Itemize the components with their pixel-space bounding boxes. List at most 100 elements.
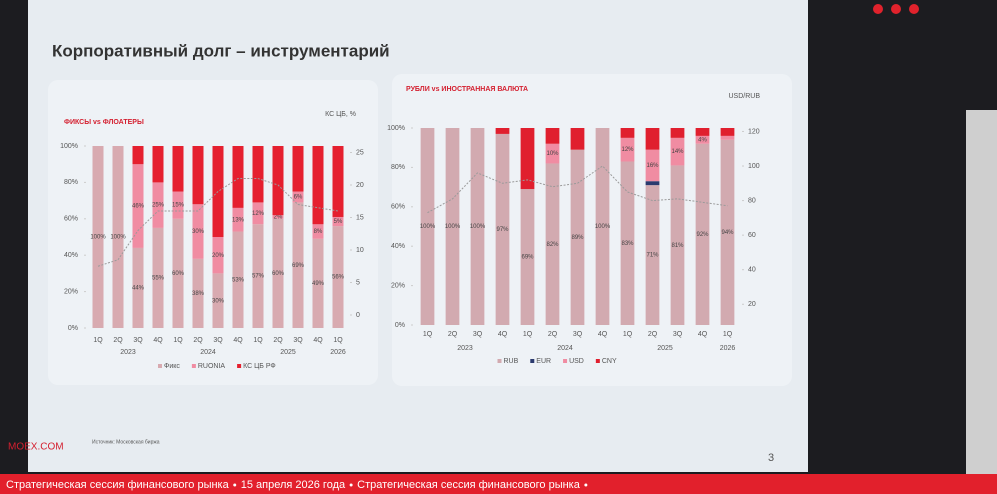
dot bbox=[873, 4, 883, 14]
year-label: 2025 bbox=[657, 345, 673, 352]
y-tick-label: 0% bbox=[395, 322, 405, 329]
data-label: 14% bbox=[671, 149, 684, 155]
ticker-bar bbox=[0, 474, 997, 494]
bar-segment bbox=[620, 161, 635, 325]
legend-swatch bbox=[191, 364, 196, 368]
legend-swatch bbox=[530, 359, 535, 363]
y-tick-label: 80% bbox=[391, 164, 405, 171]
legend-label: USD bbox=[569, 358, 584, 365]
bar-segment bbox=[212, 273, 224, 328]
y2-tick-label: 25 bbox=[356, 149, 364, 156]
x-tick-label: 1Q bbox=[93, 337, 103, 344]
y2-tick-label: 80 bbox=[748, 197, 756, 204]
legend-swatch bbox=[237, 364, 242, 368]
bar-segment bbox=[212, 237, 224, 274]
data-label: 16% bbox=[646, 163, 659, 169]
bar-segment bbox=[520, 189, 535, 325]
data-label: 12% bbox=[252, 211, 265, 217]
x-tick-label: 3Q bbox=[473, 331, 483, 338]
bar-segment bbox=[232, 231, 244, 328]
bar-segment bbox=[172, 146, 184, 192]
bar-segment bbox=[645, 185, 660, 325]
data-label: 100% bbox=[470, 224, 486, 230]
legend-swatch bbox=[497, 359, 502, 363]
bar-segment bbox=[132, 247, 144, 328]
bar-segment bbox=[470, 128, 485, 325]
y-tick-label: 80% bbox=[64, 179, 78, 186]
slide-title: Корпоративный долг – инструментарий bbox=[52, 41, 390, 60]
y-tick-label: 20% bbox=[391, 282, 405, 289]
data-label: 100% bbox=[595, 224, 611, 230]
bar-segment bbox=[520, 128, 535, 190]
x-tick-label: 1Q bbox=[723, 331, 733, 338]
line bbox=[427, 165, 728, 214]
bar-segment bbox=[420, 128, 435, 325]
data-label: 5% bbox=[334, 219, 343, 225]
bar-segment bbox=[670, 128, 685, 138]
data-label: 100% bbox=[445, 224, 461, 230]
y2-tick-label: 120 bbox=[748, 128, 760, 135]
chart-title: ФИКСЫ vs ФЛОАТЕРЫ bbox=[64, 119, 144, 126]
x-tick-label: 2Q bbox=[648, 331, 658, 338]
y2-tick-label: 15 bbox=[356, 214, 364, 221]
y-tick-label: 0% bbox=[68, 325, 78, 332]
data-label: 81% bbox=[671, 243, 684, 249]
bar-segment bbox=[292, 202, 304, 328]
legend-swatch bbox=[158, 364, 162, 368]
dot bbox=[909, 4, 919, 14]
y2-tick-label: 10 bbox=[356, 247, 364, 254]
x-tick-label: 2Q bbox=[448, 331, 458, 338]
bar-segment bbox=[192, 146, 204, 205]
bar-segment bbox=[445, 128, 460, 325]
bar-segment bbox=[292, 191, 304, 203]
data-label: 46% bbox=[132, 204, 145, 210]
bar-segment bbox=[670, 137, 685, 166]
bar-segment bbox=[720, 128, 735, 136]
legend-swatch bbox=[563, 359, 568, 363]
x-tick-label: 2Q bbox=[113, 337, 123, 344]
bar-segment bbox=[152, 182, 164, 228]
data-label: 6% bbox=[294, 195, 303, 201]
data-label: 30% bbox=[192, 229, 205, 235]
data-label: 4% bbox=[698, 137, 707, 143]
separator bbox=[584, 483, 588, 487]
year-label: 2026 bbox=[720, 345, 736, 352]
ticker-item: Стратегическая сессия финансового рынка bbox=[357, 479, 581, 491]
x-tick-label: 2Q bbox=[193, 337, 203, 344]
bar-segment bbox=[332, 146, 344, 217]
bar-segment bbox=[172, 191, 184, 219]
data-label: 100% bbox=[90, 235, 106, 241]
data-label: 97% bbox=[496, 227, 509, 233]
bar-segment bbox=[695, 143, 710, 325]
data-label: 8% bbox=[314, 229, 323, 235]
data-label: 56% bbox=[332, 275, 345, 281]
y2-tick-label: 20 bbox=[356, 182, 364, 189]
data-label: 12% bbox=[621, 147, 634, 153]
dot bbox=[891, 4, 901, 14]
separator bbox=[349, 483, 353, 487]
bar-segment bbox=[312, 238, 324, 328]
bar-segment bbox=[620, 128, 635, 138]
y2-tick-label: 0 bbox=[356, 312, 360, 319]
data-label: 55% bbox=[152, 276, 165, 282]
bar-segment bbox=[132, 146, 144, 165]
year-label: 2023 bbox=[457, 345, 473, 352]
data-label: 89% bbox=[571, 235, 584, 241]
data-label: 15% bbox=[172, 203, 185, 209]
bar-segment bbox=[312, 224, 324, 239]
bar-segment bbox=[645, 181, 660, 186]
bar-segment bbox=[272, 215, 284, 219]
y-tick-label: 40% bbox=[64, 252, 78, 259]
bar-segment bbox=[670, 165, 685, 325]
bar-segment bbox=[232, 146, 244, 208]
y2-axis-label: USD/RUB bbox=[728, 93, 760, 100]
x-tick-label: 1Q bbox=[333, 337, 343, 344]
legend-label: EUR bbox=[536, 358, 551, 365]
line bbox=[97, 178, 339, 267]
x-tick-label: 1Q bbox=[623, 331, 633, 338]
data-label: 30% bbox=[212, 298, 225, 304]
bar-segment bbox=[132, 164, 144, 248]
x-tick-label: 1Q bbox=[423, 331, 433, 338]
legend-label: CNY bbox=[602, 358, 617, 365]
